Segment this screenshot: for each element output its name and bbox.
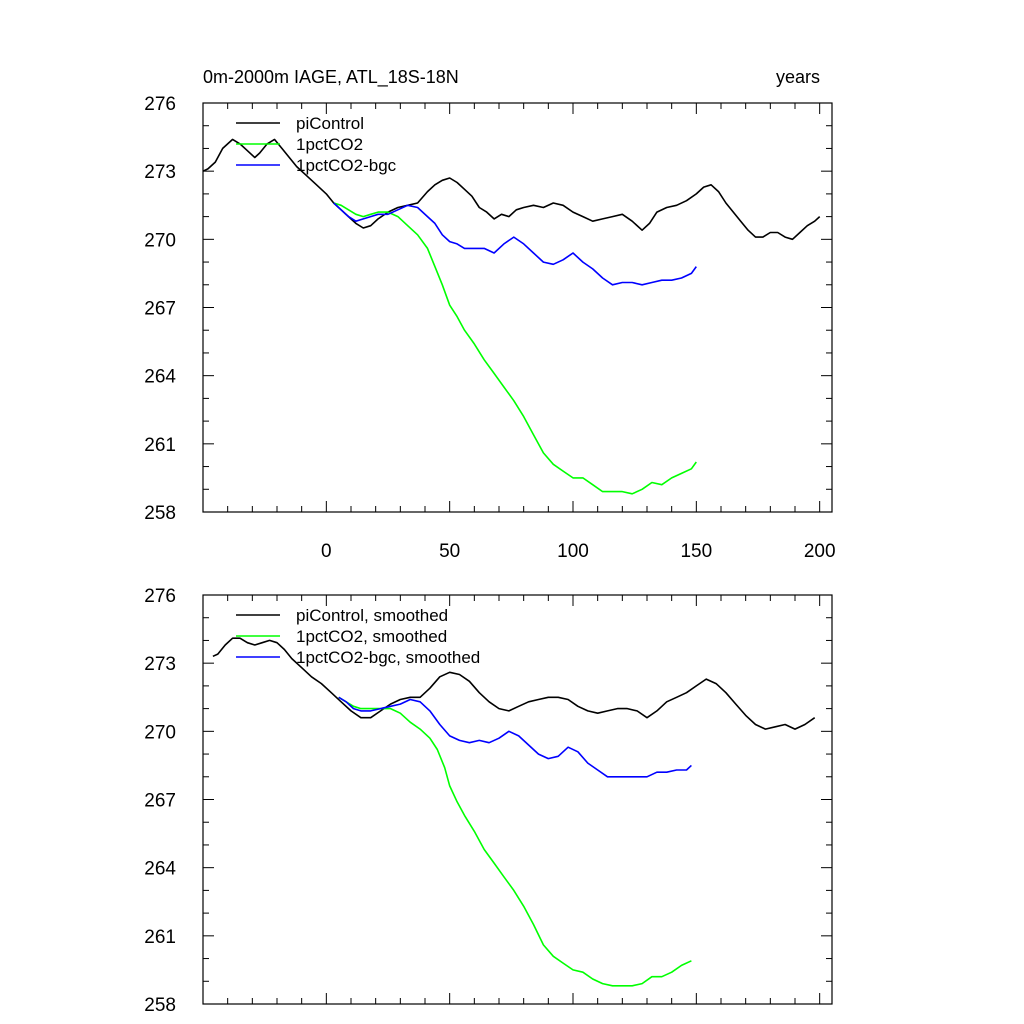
series-line (333, 202, 697, 286)
legend-label: 1pctCO2 (296, 135, 363, 154)
y-tick-label: 258 (144, 995, 176, 1016)
y-tick-label: 267 (144, 791, 176, 812)
y-tick-label: 273 (144, 162, 176, 183)
x-tick-label: 100 (557, 541, 589, 562)
y-tick-label: 270 (144, 722, 176, 743)
y-tick-label: 270 (144, 230, 176, 251)
top-panel: 258 261 264 267 270 273 276 0 50 100 150 200 piContr… (144, 94, 835, 562)
y-tick-label: 264 (144, 367, 176, 388)
series-line (338, 696, 692, 778)
series-line (333, 202, 697, 495)
legend-label: piControl (296, 114, 364, 133)
title-left: 0m-2000m IAGE, ATL_18S-18N (203, 67, 459, 88)
y-tick-label: 267 (144, 299, 176, 320)
x-tick-label: 50 (439, 541, 460, 562)
x-tick-label: 150 (680, 541, 712, 562)
y-tick-label: 258 (144, 503, 176, 524)
legend-label: piControl, smoothed (296, 606, 448, 625)
y-tick-label: 261 (144, 927, 176, 948)
series-line (212, 637, 816, 730)
bottom-panel: 258 261 264 267 270 273 276 piControl, smoothed… (144, 586, 833, 1016)
y-tick-label: 261 (144, 435, 176, 456)
legend-label: 1pctCO2-bgc, smoothed (296, 648, 480, 667)
title-right: years (776, 67, 820, 87)
x-tick-label: 0 (321, 541, 332, 562)
series-line (202, 138, 821, 241)
series-line (338, 696, 692, 987)
x-tick-label: 200 (804, 541, 836, 562)
y-tick-label: 273 (144, 654, 176, 675)
legend-label: 1pctCO2-bgc (296, 156, 397, 175)
legend-label: 1pctCO2, smoothed (296, 627, 447, 646)
y-tick-label: 276 (144, 586, 176, 607)
y-tick-label: 264 (144, 859, 176, 880)
y-tick-label: 276 (144, 94, 176, 115)
